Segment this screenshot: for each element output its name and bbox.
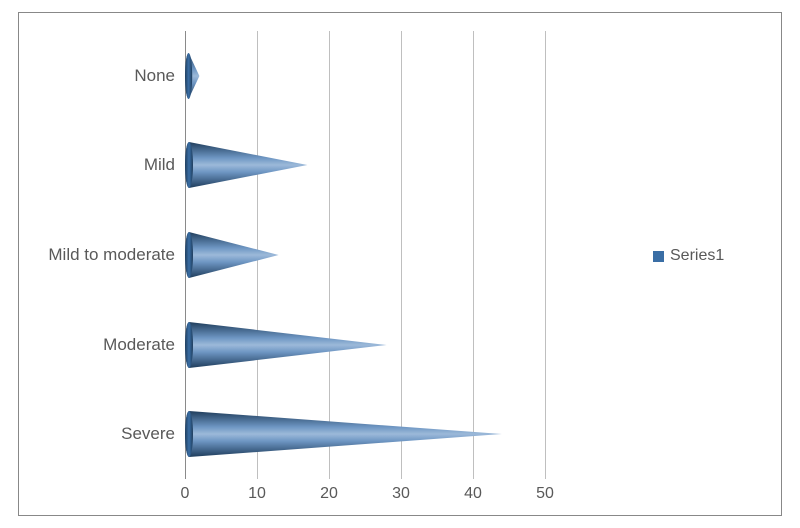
legend-label: Series1: [670, 247, 724, 265]
chart-frame: Series1 0 10 20 30 40 50 Severe Moderate Mild to…: [18, 12, 782, 516]
y-category-label: Moderate: [103, 335, 175, 355]
x-tick-label: 20: [320, 485, 338, 503]
x-tick-label: 10: [248, 485, 266, 503]
bar-severe: [185, 409, 512, 459]
x-tick-label: 40: [464, 485, 482, 503]
bar-mild: [185, 140, 317, 190]
x-tick-label: 0: [181, 485, 190, 503]
x-tick-label: 50: [536, 485, 554, 503]
y-category-label: Severe: [121, 424, 175, 444]
y-category-label: None: [134, 66, 175, 86]
y-category-label: Mild to moderate: [48, 245, 175, 265]
y-category-label: Mild: [144, 155, 175, 175]
bar-moderate: [185, 320, 397, 370]
legend: Series1: [653, 247, 724, 265]
legend-swatch: [653, 251, 664, 262]
plot-area: [185, 31, 617, 479]
bar-mild-to-moderate: [185, 230, 289, 280]
bar-none: [185, 51, 209, 101]
gridline: [545, 31, 546, 479]
x-tick-label: 30: [392, 485, 410, 503]
